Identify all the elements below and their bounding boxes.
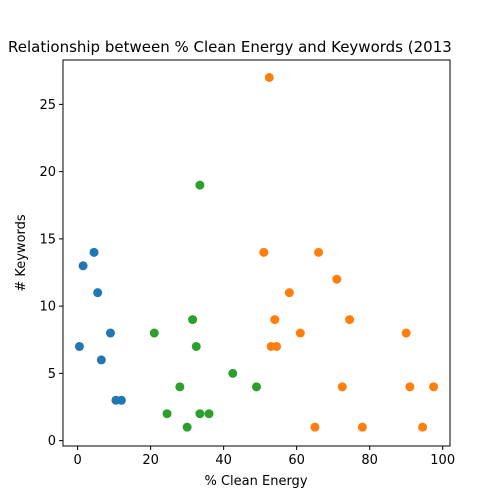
x-tick-label: 60 xyxy=(288,453,305,468)
x-tick-label: 100 xyxy=(430,453,455,468)
data-point xyxy=(96,355,106,365)
data-point xyxy=(284,288,294,298)
data-point xyxy=(418,422,428,432)
data-point xyxy=(78,261,88,271)
data-point xyxy=(228,368,238,378)
data-point xyxy=(314,247,324,257)
data-point xyxy=(264,72,274,82)
data-point xyxy=(405,382,415,392)
data-point xyxy=(195,180,205,190)
data-point xyxy=(191,341,201,351)
data-point xyxy=(149,328,159,338)
data-point xyxy=(116,395,126,405)
series-3 xyxy=(259,72,439,432)
data-point xyxy=(295,328,305,338)
data-point xyxy=(345,315,355,325)
x-tick-label: 80 xyxy=(361,453,378,468)
data-point xyxy=(310,422,320,432)
chart-title: Relationship between % Clean Energy and … xyxy=(8,38,452,56)
y-tick-label: 25 xyxy=(39,98,56,113)
x-tick-label: 0 xyxy=(73,453,81,468)
data-point xyxy=(175,382,185,392)
data-point xyxy=(93,288,103,298)
data-point xyxy=(204,409,214,419)
y-tick-label: 20 xyxy=(39,165,56,180)
data-point xyxy=(429,382,439,392)
data-point xyxy=(105,328,115,338)
y-tick-label: 10 xyxy=(39,300,56,315)
plot-frame xyxy=(62,59,451,447)
data-point xyxy=(259,247,269,257)
x-axis: 0 20 40 60 80 100 xyxy=(73,446,455,468)
data-point xyxy=(74,341,84,351)
x-tick-label: 20 xyxy=(142,453,159,468)
data-point xyxy=(195,409,205,419)
data-point xyxy=(188,315,198,325)
data-point xyxy=(401,328,411,338)
y-tick-label: 5 xyxy=(48,367,56,382)
y-axis-label: # Keywords xyxy=(14,214,29,292)
data-point xyxy=(272,341,282,351)
series-1 xyxy=(74,247,126,405)
data-point xyxy=(337,382,347,392)
x-tick-label: 40 xyxy=(215,453,232,468)
data-point xyxy=(162,409,172,419)
y-tick-label: 0 xyxy=(48,434,56,449)
series-2 xyxy=(149,180,261,432)
data-point xyxy=(270,315,280,325)
data-point xyxy=(357,422,367,432)
x-axis-label: % Clean Energy xyxy=(204,474,307,489)
data-point xyxy=(252,382,261,392)
data-point xyxy=(89,247,99,257)
data-points xyxy=(74,72,439,432)
y-axis: 0 5 10 15 20 25 xyxy=(39,98,63,449)
data-point xyxy=(182,422,192,432)
y-tick-label: 15 xyxy=(39,232,56,247)
data-point xyxy=(332,274,342,284)
